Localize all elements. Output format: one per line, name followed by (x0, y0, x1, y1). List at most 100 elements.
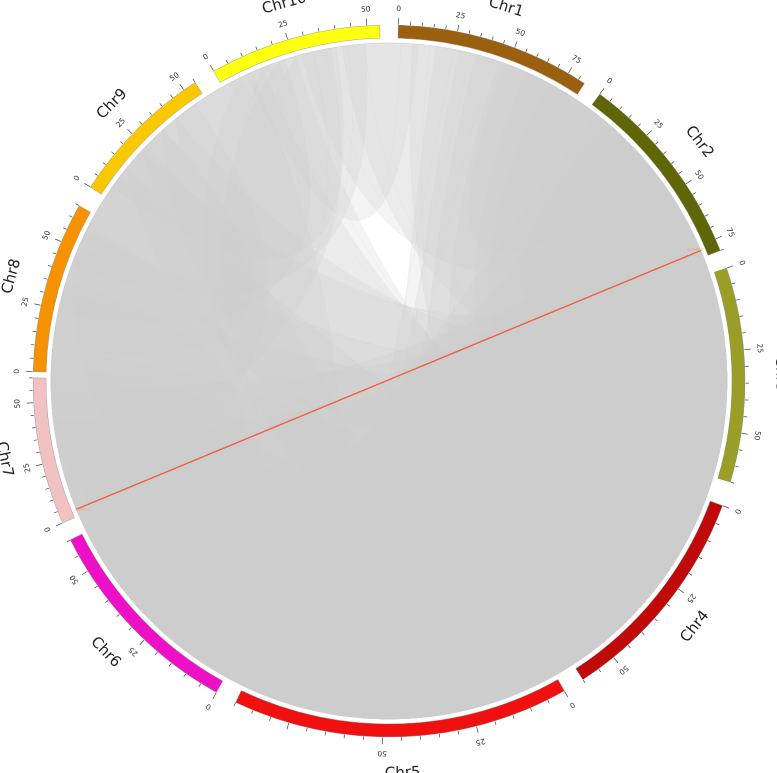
tick-mark (69, 215, 73, 218)
chromosome-label: Chr3 (772, 356, 777, 392)
tick-mark (564, 691, 569, 698)
tick-mark (578, 76, 581, 80)
tick-label: 50 (514, 27, 526, 39)
tick-mark (468, 30, 471, 34)
tick-mark (139, 121, 143, 125)
tick-mark (54, 238, 62, 242)
tick-mark (707, 540, 712, 543)
tick-mark (305, 727, 308, 732)
synteny-link (50, 248, 505, 720)
tick-mark (94, 585, 98, 589)
synteny-link (488, 82, 728, 604)
tick-mark (692, 192, 696, 195)
tick-mark (726, 265, 734, 269)
tick-mark (53, 511, 58, 514)
tick-mark (34, 317, 39, 319)
synteny-link (126, 149, 722, 442)
tick-label: 50 (40, 229, 52, 242)
tick-mark (301, 31, 304, 36)
tick-mark (233, 702, 236, 707)
tick-mark (128, 627, 132, 631)
synteny-link (53, 417, 390, 720)
tick-mark (655, 141, 659, 145)
tick-label: 0 (201, 52, 210, 62)
chromosome-chr9: 0 25 50 Chr9 (72, 70, 203, 195)
tick-label: 50 (67, 573, 80, 586)
tick-label: 75 (570, 53, 583, 66)
synteny-link (50, 281, 245, 599)
synteny-link (469, 63, 652, 254)
tick-mark (324, 731, 327, 736)
tick-mark (688, 573, 693, 576)
gene-label: SbPPR03 (74, 508, 90, 512)
tick-mark (698, 556, 703, 560)
tick-mark (641, 632, 645, 636)
tick-mark (704, 214, 709, 217)
tick-mark (715, 235, 723, 240)
tick-mark (678, 588, 684, 594)
tick-label: 50 (12, 398, 22, 408)
tick-mark (627, 645, 631, 649)
tick-mark (457, 24, 460, 32)
synteny-link (50, 227, 262, 641)
tick-mark (66, 539, 71, 542)
tick-mark (457, 730, 460, 735)
tick-mark (212, 692, 217, 699)
tick-mark (198, 683, 202, 687)
tick-label: 0 (42, 525, 52, 533)
tick-mark (445, 25, 447, 30)
tick-label: 0 (204, 702, 213, 712)
tick-mark (512, 715, 515, 719)
synteny-link (50, 368, 273, 668)
tick-mark (149, 112, 152, 116)
tick-mark (111, 151, 115, 155)
tick-mark (568, 67, 573, 74)
tick-label: 0 (568, 700, 577, 710)
tick-mark (170, 94, 173, 98)
tick-label: 25 (126, 645, 139, 658)
chromosome-label: Chr10 (260, 0, 308, 17)
gene-label: SbPPR06 (687, 248, 703, 252)
tick-mark (685, 179, 692, 185)
tick-mark (47, 265, 52, 267)
chromosome-chr7: 0 25 50 Chr7 (0, 377, 75, 534)
synteny-link (474, 71, 728, 641)
chromosome-band (32, 377, 75, 524)
chromosome-label: Chr8 (0, 257, 24, 296)
tick-label: 25 (277, 18, 289, 29)
tick-mark (75, 555, 79, 558)
tick-mark (240, 52, 243, 57)
tick-mark (55, 522, 63, 527)
tick-label: 25 (755, 343, 765, 354)
chromosome-band (397, 24, 585, 95)
synteny-link (50, 71, 353, 716)
tick-mark (491, 36, 494, 40)
tick-mark (480, 33, 482, 37)
tick-label: 25 (475, 737, 487, 748)
tick-mark (63, 227, 67, 230)
tick-mark (159, 103, 163, 107)
tick-mark (270, 40, 273, 45)
tick-mark (547, 58, 550, 62)
synteny-link (203, 67, 701, 569)
tick-mark (33, 439, 38, 441)
chromosome-chr3: 0 25 50 Chr3 (714, 259, 777, 484)
tick-mark (637, 123, 641, 127)
chromosome-label: Chr4 (676, 606, 712, 645)
chromosome-band (70, 533, 223, 693)
tick-mark (183, 673, 187, 677)
tick-mark (736, 298, 740, 301)
synteny-link (50, 177, 660, 720)
synteny-link (515, 429, 723, 652)
chromosome-band (591, 93, 721, 256)
synteny-link (221, 55, 683, 589)
synteny-link (409, 43, 728, 683)
tick-mark (744, 348, 751, 351)
tick-mark (35, 463, 43, 467)
tick-mark (715, 523, 720, 526)
tick-mark (333, 25, 336, 29)
synteny-link (50, 281, 720, 673)
tick-label: 0 (396, 4, 401, 13)
tick-mark (628, 114, 632, 118)
